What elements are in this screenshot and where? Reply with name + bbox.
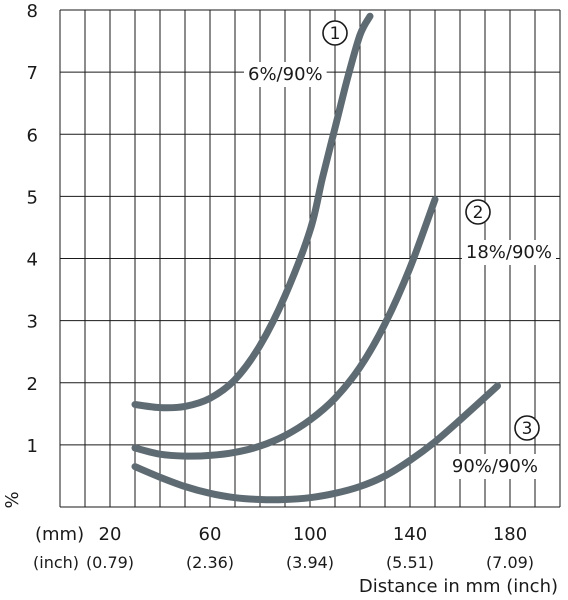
series-label-background [461,240,556,265]
curve-18pct [131,196,439,460]
series-labels: 1 6%/90% 2 18%/90% 3 90%/90% [244,20,556,479]
x-tick-label-inch: (5.51) [386,553,434,572]
y-tick-label: 7 [27,63,38,84]
series-marker-circle [322,20,348,46]
y-tick-label: 8 [27,1,38,22]
y-tick-label: 5 [27,187,38,208]
curve-90pct [131,382,501,504]
series-name-label: 90%/90% [452,456,538,477]
y-tick-label: 2 [27,374,38,395]
x-tick-label-inch: (7.09) [486,553,534,572]
series-label-background [244,62,327,87]
x-axis-unit-inch: (inch) [33,553,79,572]
series-marker-number: 3 [522,419,533,439]
y-tick-label: 3 [27,312,38,333]
series-marker-circle [465,199,491,225]
x-axis-unit-mm: (mm) [35,524,84,545]
x-tick-label-mm: 180 [493,524,527,545]
x-tick-label-mm: 140 [393,524,427,545]
axes: % (mm) (inch) Distance in mm (inch) 1 2 3 4… [2,1,558,597]
curves [131,12,501,504]
y-tick-label: 4 [27,250,38,271]
series-marker-circle [514,415,540,441]
series-marker-number: 2 [473,203,484,223]
series-name-label: 6%/90% [248,64,323,85]
series-label-background [447,454,542,479]
y-axis-label: % [2,491,23,508]
y-tick-label: 6 [27,125,38,146]
x-tick-label-mm: 20 [99,524,122,545]
y-tick-label: 1 [27,436,38,457]
series-marker-number: 1 [330,24,341,44]
x-tick-label-mm: 100 [293,524,327,545]
x-axis-label: Distance in mm (inch) [359,576,558,597]
curve-6pct [131,12,374,412]
series-name-label: 18%/90% [466,242,552,263]
x-tick-label-inch: (3.94) [286,553,334,572]
x-tick-label-mm: 60 [199,524,222,545]
x-tick-label-inch: (0.79) [86,553,134,572]
x-tick-label-inch: (2.36) [186,553,234,572]
